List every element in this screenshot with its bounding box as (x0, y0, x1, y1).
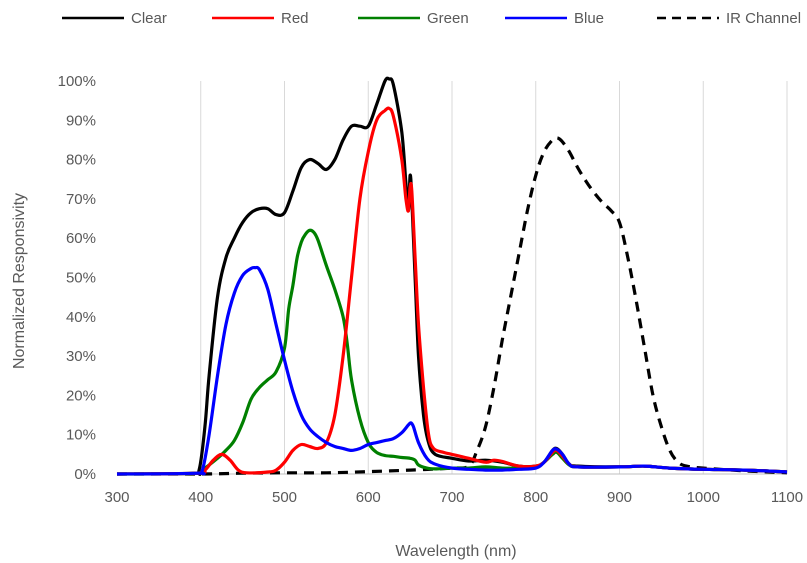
y-tick-40pct: 40% (66, 309, 96, 326)
x-tick-700: 700 (439, 489, 464, 506)
series-line-blue (116, 265, 788, 476)
y-tick-0pct: 0% (74, 466, 96, 483)
y-tick-70pct: 70% (66, 191, 96, 208)
y-tick-10pct: 10% (66, 427, 96, 444)
x-tick-400: 400 (188, 489, 213, 506)
series-lines (116, 76, 788, 476)
x-tick-1000: 1000 (687, 489, 720, 506)
series-line-ir-channel (116, 136, 788, 476)
x-tick-600: 600 (356, 489, 381, 506)
y-tick-20pct: 20% (66, 387, 96, 404)
y-tick-50pct: 50% (66, 270, 96, 287)
legend-label-red: Red (281, 10, 309, 27)
vertical-gridlines (200, 81, 788, 474)
y-tick-labels: 0% 10% 20% 30% 40% 50% 60% 70% 80% 90% 100% (58, 73, 96, 483)
y-tick-80pct: 80% (66, 152, 96, 169)
series-line-green (116, 228, 788, 476)
y-tick-30pct: 30% (66, 348, 96, 365)
x-tick-300: 300 (104, 489, 129, 506)
y-tick-60pct: 60% (66, 230, 96, 247)
x-tick-1100: 1100 (771, 489, 803, 506)
y-axis-title: Normalized Responsivity (11, 193, 28, 369)
x-tick-900: 900 (607, 489, 632, 506)
x-tick-800: 800 (523, 489, 548, 506)
legend-label-ir-channel: IR Channel (726, 10, 801, 27)
x-tick-labels: 300 400 500 600 700 800 900 1000 1100 (104, 489, 803, 506)
legend-label-green: Green (427, 10, 469, 27)
legend: Clear Red Green Blue IR Channel (62, 10, 801, 27)
y-tick-100pct: 100% (58, 73, 96, 90)
x-axis-title: Wavelength (nm) (395, 543, 516, 560)
legend-label-clear: Clear (131, 10, 167, 27)
y-tick-90pct: 90% (66, 112, 96, 129)
x-tick-500: 500 (272, 489, 297, 506)
legend-label-blue: Blue (574, 10, 604, 27)
